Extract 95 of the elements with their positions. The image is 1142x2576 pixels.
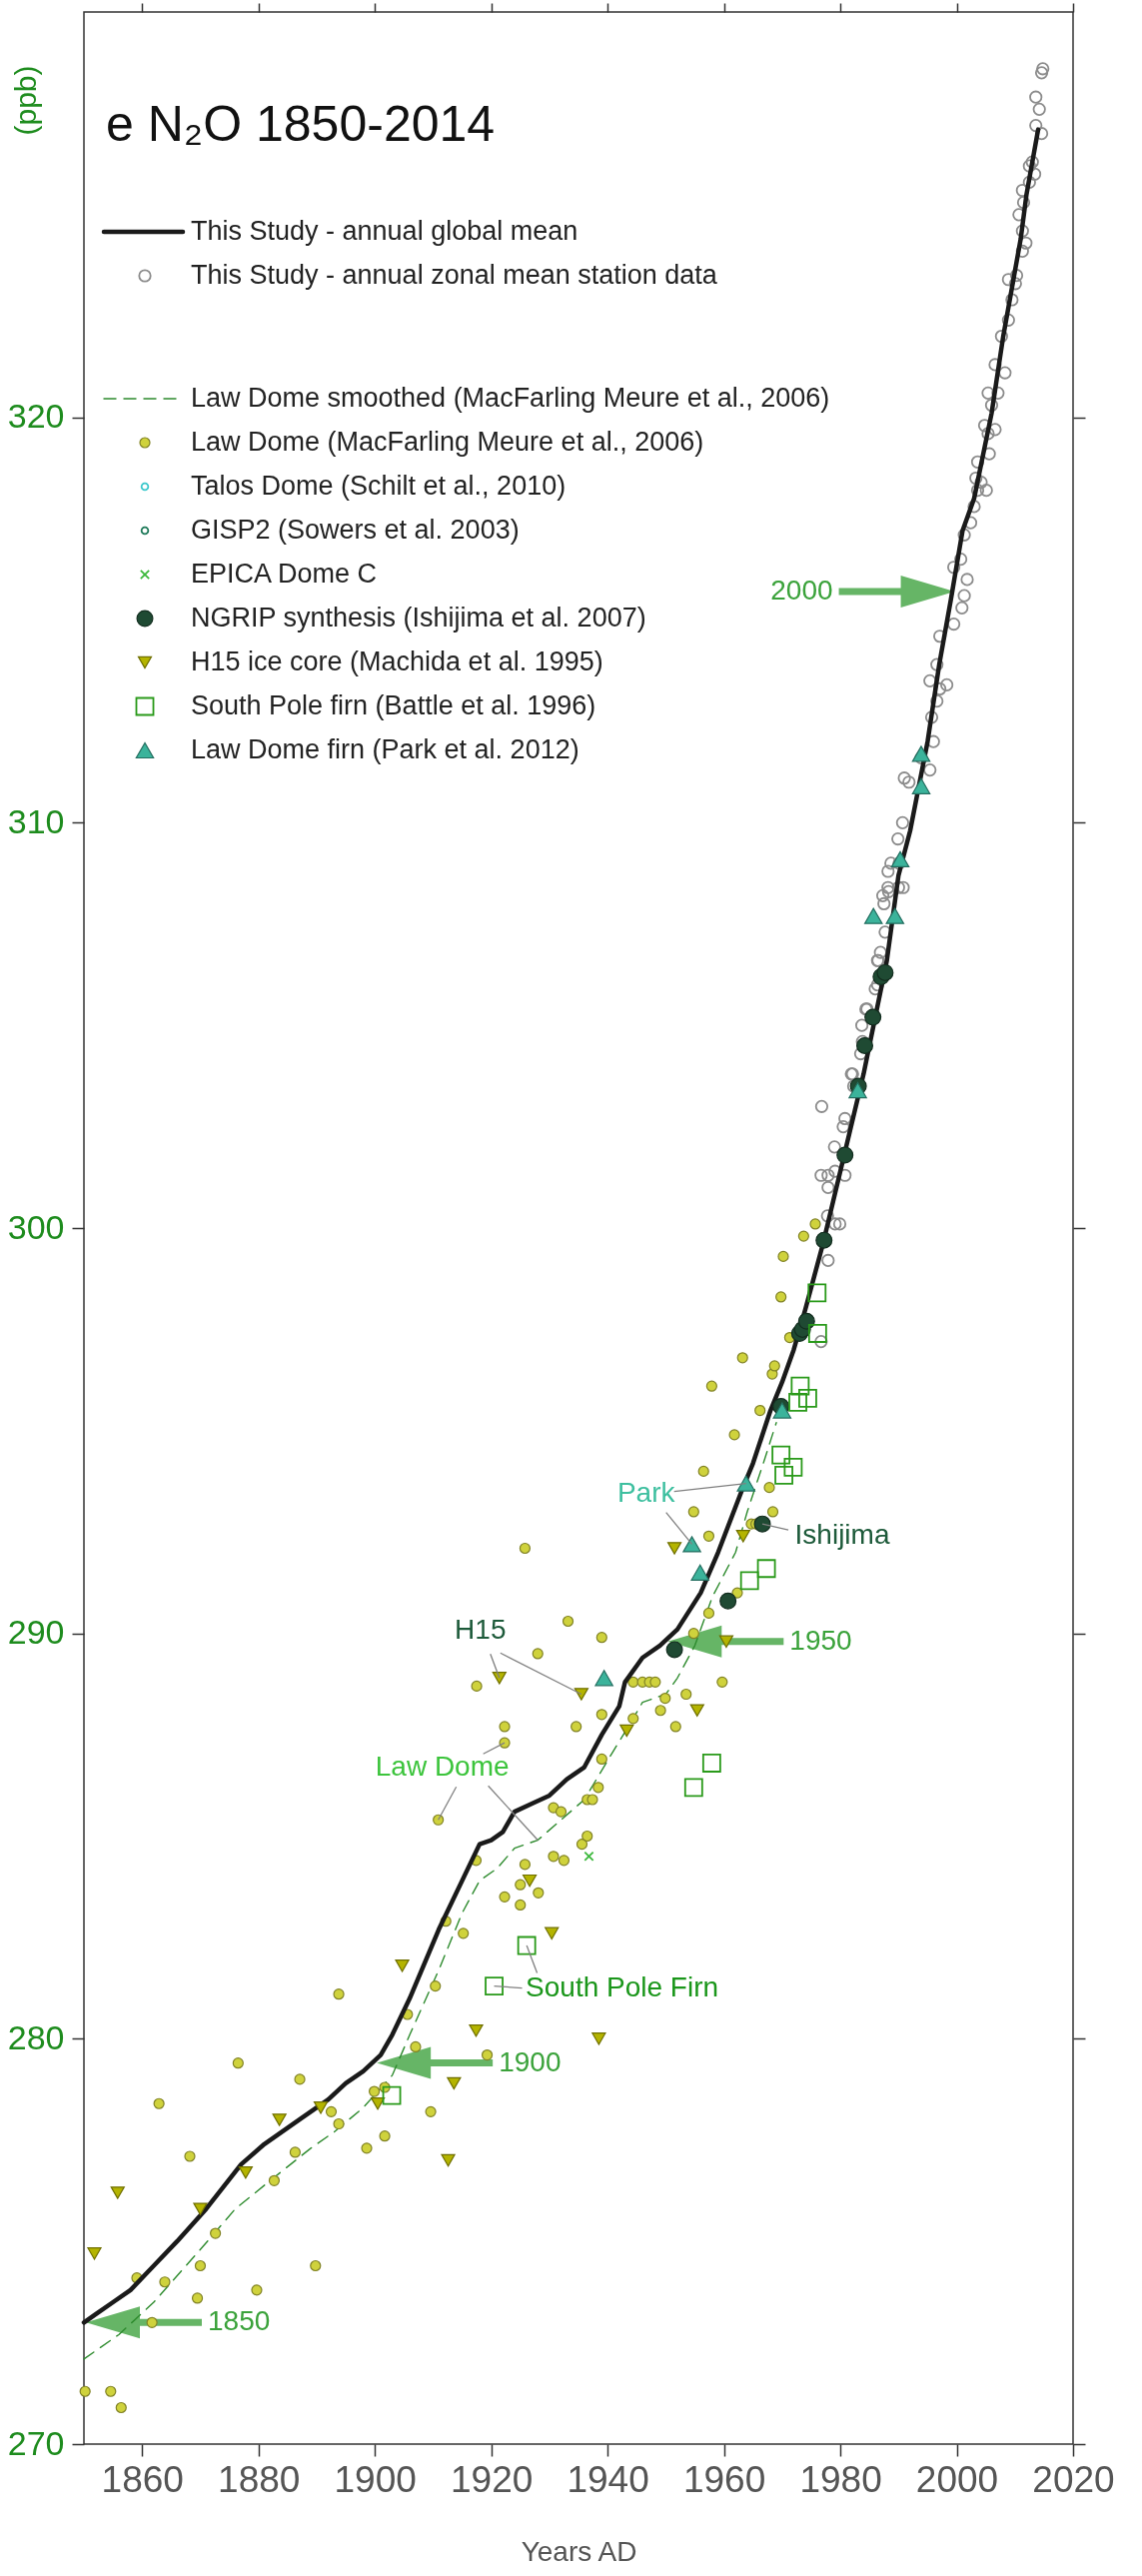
annotation: 1900 bbox=[499, 2045, 562, 2077]
point bbox=[382, 2085, 402, 2105]
annotation: 2000 bbox=[770, 575, 833, 607]
point bbox=[87, 2247, 102, 2260]
point bbox=[815, 1231, 833, 1249]
x-tick-label: 1940 bbox=[567, 2458, 649, 2500]
point bbox=[522, 1874, 538, 1888]
point bbox=[876, 963, 894, 981]
point bbox=[313, 2101, 329, 2114]
legend-label: South Pole firn (Battle et al. 1996) bbox=[191, 690, 596, 720]
point bbox=[774, 1466, 793, 1485]
point bbox=[836, 1146, 854, 1164]
x-tick-label: 1880 bbox=[218, 2458, 301, 2500]
point bbox=[619, 1724, 634, 1738]
point bbox=[890, 850, 910, 867]
point bbox=[689, 1704, 704, 1717]
legend-label: EPICA Dome C bbox=[191, 559, 378, 589]
point bbox=[772, 1402, 792, 1419]
point bbox=[788, 1393, 807, 1412]
annotation: Ishijima bbox=[794, 1519, 890, 1551]
point bbox=[110, 2186, 125, 2199]
legend-label: This Study - annual global mean bbox=[191, 216, 578, 246]
line-series bbox=[83, 1422, 777, 2360]
point bbox=[798, 1388, 817, 1408]
x-axis-title: Years AD bbox=[521, 2535, 637, 2567]
x-tick-label: 1860 bbox=[101, 2458, 184, 2500]
point bbox=[665, 1641, 683, 1659]
annotation: H15 bbox=[455, 1614, 507, 1646]
point bbox=[719, 1592, 737, 1610]
point bbox=[683, 1778, 703, 1798]
legend-label: GISP2 (Sowers et al. 2003) bbox=[191, 515, 520, 545]
point bbox=[517, 1935, 537, 1955]
point bbox=[790, 1376, 810, 1396]
legend-label: Law Dome smoothed (MacFarling Meure et al., 2006) bbox=[191, 383, 830, 413]
point bbox=[739, 1571, 759, 1591]
x-tick-label: 1980 bbox=[799, 2458, 882, 2500]
point bbox=[771, 1445, 791, 1465]
point bbox=[682, 1536, 701, 1553]
y-tick-label: 270 bbox=[7, 2423, 65, 2462]
point bbox=[447, 2076, 462, 2090]
legend-label: Law Dome firn (Park et al. 2012) bbox=[191, 734, 579, 764]
point bbox=[492, 1672, 507, 1685]
point bbox=[193, 2202, 208, 2215]
x-tick-label: 2020 bbox=[1032, 2458, 1115, 2500]
point bbox=[545, 1927, 560, 1940]
point bbox=[736, 1475, 755, 1492]
legend-label: H15 ice core (Machida et al. 1995) bbox=[191, 646, 603, 676]
text: e N₂O 1850-2014 bbox=[106, 96, 496, 152]
point bbox=[783, 1457, 803, 1477]
point bbox=[735, 1530, 750, 1543]
point bbox=[594, 1670, 613, 1687]
annotation: 1950 bbox=[789, 1624, 852, 1656]
point bbox=[864, 1008, 882, 1026]
annotation: Park bbox=[616, 1476, 676, 1508]
point bbox=[238, 2165, 254, 2179]
x-tick-label: 1960 bbox=[682, 2458, 766, 2500]
y-tick-label: 320 bbox=[7, 397, 65, 436]
point bbox=[911, 777, 931, 794]
point bbox=[591, 2032, 606, 2045]
y-tick-label: 300 bbox=[7, 1207, 65, 1246]
point bbox=[272, 2113, 287, 2126]
legend-label: NGRIP synthesis (Ishijima et al. 2007) bbox=[191, 603, 646, 633]
x-tick-label: 1920 bbox=[450, 2458, 534, 2500]
point bbox=[370, 2096, 386, 2110]
point bbox=[807, 1324, 827, 1343]
point bbox=[848, 1081, 867, 1099]
point bbox=[485, 1976, 504, 1996]
point bbox=[863, 907, 883, 924]
point bbox=[666, 1542, 682, 1555]
point bbox=[690, 1564, 709, 1581]
point bbox=[797, 1312, 815, 1330]
y-tick-label: 280 bbox=[7, 2017, 65, 2056]
x-tick-label: 2000 bbox=[915, 2458, 999, 2500]
annotation: Law Dome bbox=[375, 1751, 510, 1783]
point bbox=[441, 2153, 456, 2167]
point bbox=[469, 2023, 484, 2037]
y-tick-label: 290 bbox=[7, 1613, 65, 1652]
point bbox=[395, 1959, 410, 1972]
point bbox=[885, 907, 905, 924]
annotation: South Pole Firn bbox=[526, 1970, 719, 2002]
point bbox=[583, 1851, 594, 1862]
y-axis-title: (ppb) bbox=[8, 65, 42, 136]
legend-label: Law Dome (MacFarling Meure et al., 2006) bbox=[191, 427, 704, 457]
point bbox=[753, 1515, 771, 1533]
point bbox=[807, 1283, 827, 1303]
point bbox=[756, 1559, 776, 1579]
point bbox=[718, 1635, 734, 1649]
y-tick-label: 310 bbox=[7, 801, 65, 840]
point bbox=[911, 745, 931, 762]
point bbox=[701, 1754, 721, 1773]
legend-label: This Study - annual zonal mean station data bbox=[191, 260, 718, 290]
annotation: 1850 bbox=[208, 2305, 271, 2337]
point bbox=[856, 1036, 874, 1054]
x-tick-label: 1900 bbox=[334, 2458, 417, 2500]
legend-label: Talos Dome (Schilt et al., 2010) bbox=[191, 471, 567, 501]
